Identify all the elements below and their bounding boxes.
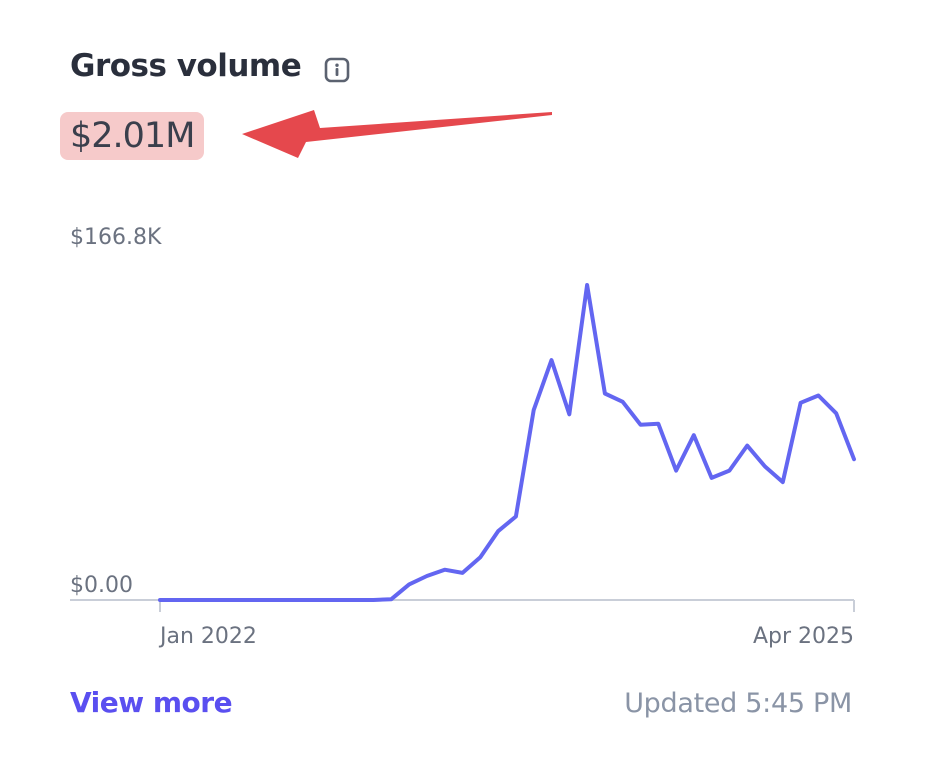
data-point-6 — [265, 598, 269, 602]
gross-volume-chart: $166.8K $0.00 Jan 2022 Apr 2025 — [70, 225, 856, 649]
data-point-23 — [567, 412, 571, 416]
amount-highlight: $2.01M — [60, 112, 205, 160]
data-point-31 — [710, 476, 714, 480]
data-point-30 — [692, 433, 696, 437]
data-point-3 — [211, 598, 215, 602]
annotation-arrow-icon — [242, 110, 552, 158]
data-point-16 — [443, 568, 447, 572]
y-tick-label-max: $166.8K — [70, 225, 162, 250]
data-point-15 — [425, 574, 429, 578]
info-icon[interactable] — [324, 57, 350, 83]
x-tick-label-end: Apr 2025 — [753, 624, 854, 649]
gross-volume-series-line — [158, 283, 856, 602]
y-tick-label-min: $0.00 — [70, 573, 133, 598]
data-point-14 — [407, 582, 411, 586]
gross-volume-amount: $2.01M — [70, 116, 195, 156]
data-point-27 — [639, 423, 643, 427]
data-point-21 — [532, 408, 536, 412]
data-point-13 — [389, 597, 393, 601]
data-point-7 — [283, 598, 287, 602]
data-point-24 — [585, 283, 589, 287]
data-point-37 — [816, 394, 820, 398]
data-point-1 — [176, 598, 180, 602]
card-title: Gross volume — [70, 48, 302, 84]
data-point-10 — [336, 598, 340, 602]
data-point-36 — [799, 401, 803, 405]
data-point-11 — [354, 598, 358, 602]
data-point-22 — [550, 358, 554, 362]
data-point-32 — [727, 469, 731, 473]
data-point-8 — [300, 598, 304, 602]
data-point-33 — [745, 444, 749, 448]
data-point-18 — [478, 555, 482, 559]
data-point-39 — [852, 457, 856, 461]
data-point-28 — [656, 422, 660, 426]
view-more-link[interactable]: View more — [70, 686, 233, 719]
data-point-17 — [461, 571, 465, 575]
data-point-38 — [834, 411, 838, 415]
data-point-2 — [194, 598, 198, 602]
data-point-35 — [781, 480, 785, 484]
data-point-19 — [496, 529, 500, 533]
data-point-25 — [603, 392, 607, 396]
data-point-12 — [372, 598, 376, 602]
data-point-29 — [674, 469, 678, 473]
data-point-0 — [158, 598, 162, 602]
data-point-34 — [763, 465, 767, 469]
data-point-4 — [229, 598, 233, 602]
updated-timestamp: Updated 5:45 PM — [624, 688, 852, 719]
data-point-26 — [621, 400, 625, 404]
data-point-5 — [247, 598, 251, 602]
data-point-9 — [318, 598, 322, 602]
x-tick-label-start: Jan 2022 — [158, 624, 257, 649]
data-point-20 — [514, 515, 518, 519]
